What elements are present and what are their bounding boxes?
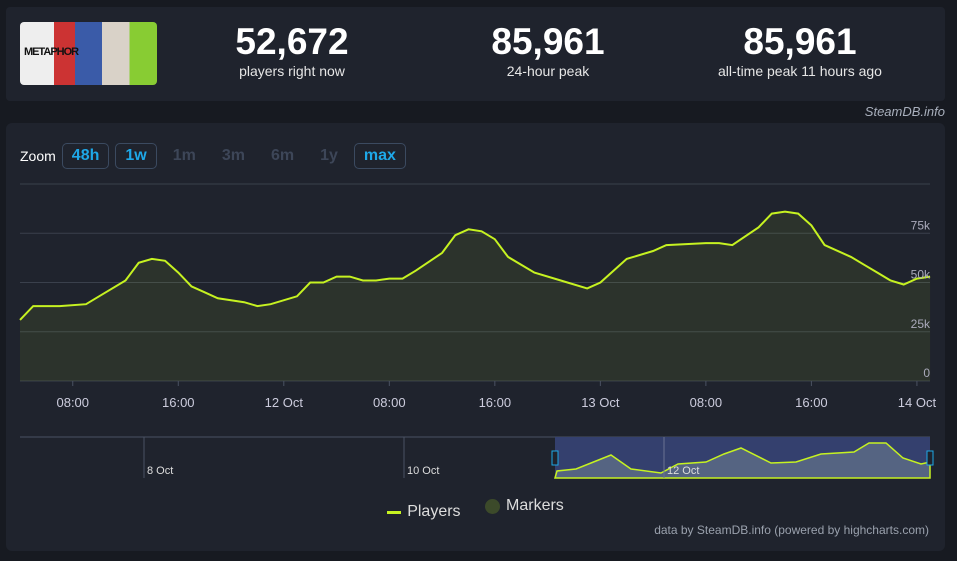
- chart-panel: Zoom 48h 1w 1m 3m 6m 1y max 0 25k 50k 75k 08…: [6, 123, 945, 551]
- zoom-label: Zoom: [20, 148, 56, 164]
- x-tick-label: 08:00: [373, 395, 406, 410]
- legend: Players Markers: [6, 497, 945, 521]
- zoom-1w-button[interactable]: 1w: [115, 143, 157, 169]
- x-tick-label: 14 Oct: [898, 395, 937, 410]
- navigator-label: 10 Oct: [407, 465, 439, 477]
- game-thumbnail[interactable]: METAPHOR: [20, 22, 157, 85]
- x-tick-label: 08:00: [690, 395, 723, 410]
- players-line: [19, 210, 931, 321]
- footer-credit[interactable]: data by SteamDB.info (powered by highcha…: [654, 523, 929, 537]
- stat-value: 52,672: [235, 21, 349, 62]
- x-tick-label: 12 Oct: [265, 395, 304, 410]
- stat-alltime-peak: 85,961 all-time peak 11 hours ago: [690, 21, 910, 79]
- stat-label: all-time peak 11 hours ago: [718, 63, 882, 79]
- circle-swatch-icon: [485, 498, 501, 514]
- navigator-label: 8 Oct: [147, 465, 173, 477]
- navigator[interactable]: 8 Oct 10 Oct 12 Oct: [20, 436, 934, 479]
- stat-label: players right now: [239, 63, 345, 79]
- y-tick-label: 25k: [911, 317, 931, 331]
- stat-current: 52,672 players right now: [182, 21, 402, 79]
- navigator-series: [554, 442, 931, 479]
- navigator-left-handle[interactable]: [551, 450, 559, 466]
- zoom-controls: Zoom 48h 1w 1m 3m 6m 1y max: [20, 143, 406, 169]
- zoom-1m-button[interactable]: 1m: [172, 147, 196, 164]
- players-area: [20, 211, 931, 381]
- x-tick-label: 16:00: [479, 395, 512, 410]
- y-tick-label: 0: [923, 366, 930, 380]
- y-tick-label: 50k: [911, 268, 931, 282]
- stat-24h-peak: 85,961 24-hour peak: [438, 21, 658, 79]
- steamdb-credit[interactable]: SteamDB.info: [864, 104, 945, 119]
- stats-header: METAPHOR 52,672 players right now 85,961 2…: [6, 7, 945, 101]
- line-swatch-icon: [387, 510, 402, 514]
- x-tick-label: 13 Oct: [581, 395, 620, 410]
- navigator-right-handle[interactable]: [926, 450, 934, 466]
- legend-item-markers[interactable]: Markers: [485, 497, 564, 515]
- zoom-max-button[interactable]: max: [353, 143, 406, 169]
- x-tick-label: 08:00: [56, 395, 89, 410]
- legend-item-players[interactable]: Players: [387, 503, 461, 521]
- stat-value: 85,961: [491, 21, 605, 62]
- zoom-48h-button[interactable]: 48h: [61, 143, 110, 169]
- stat-value: 85,961: [743, 21, 857, 62]
- zoom-1y-button[interactable]: 1y: [320, 147, 338, 164]
- y-tick-label: 75k: [911, 218, 931, 232]
- stat-label: 24-hour peak: [506, 63, 590, 79]
- x-tick-label: 16:00: [162, 395, 195, 410]
- zoom-6m-button[interactable]: 6m: [270, 147, 295, 164]
- x-tick-label: 16:00: [795, 395, 828, 410]
- player-chart[interactable]: 0 25k 50k 75k 08:00 16:00 12 Oct 08:00 16:00 13 O…: [6, 123, 945, 493]
- navigator-label: 12 Oct: [667, 465, 699, 477]
- zoom-3m-button[interactable]: 3m: [221, 147, 245, 164]
